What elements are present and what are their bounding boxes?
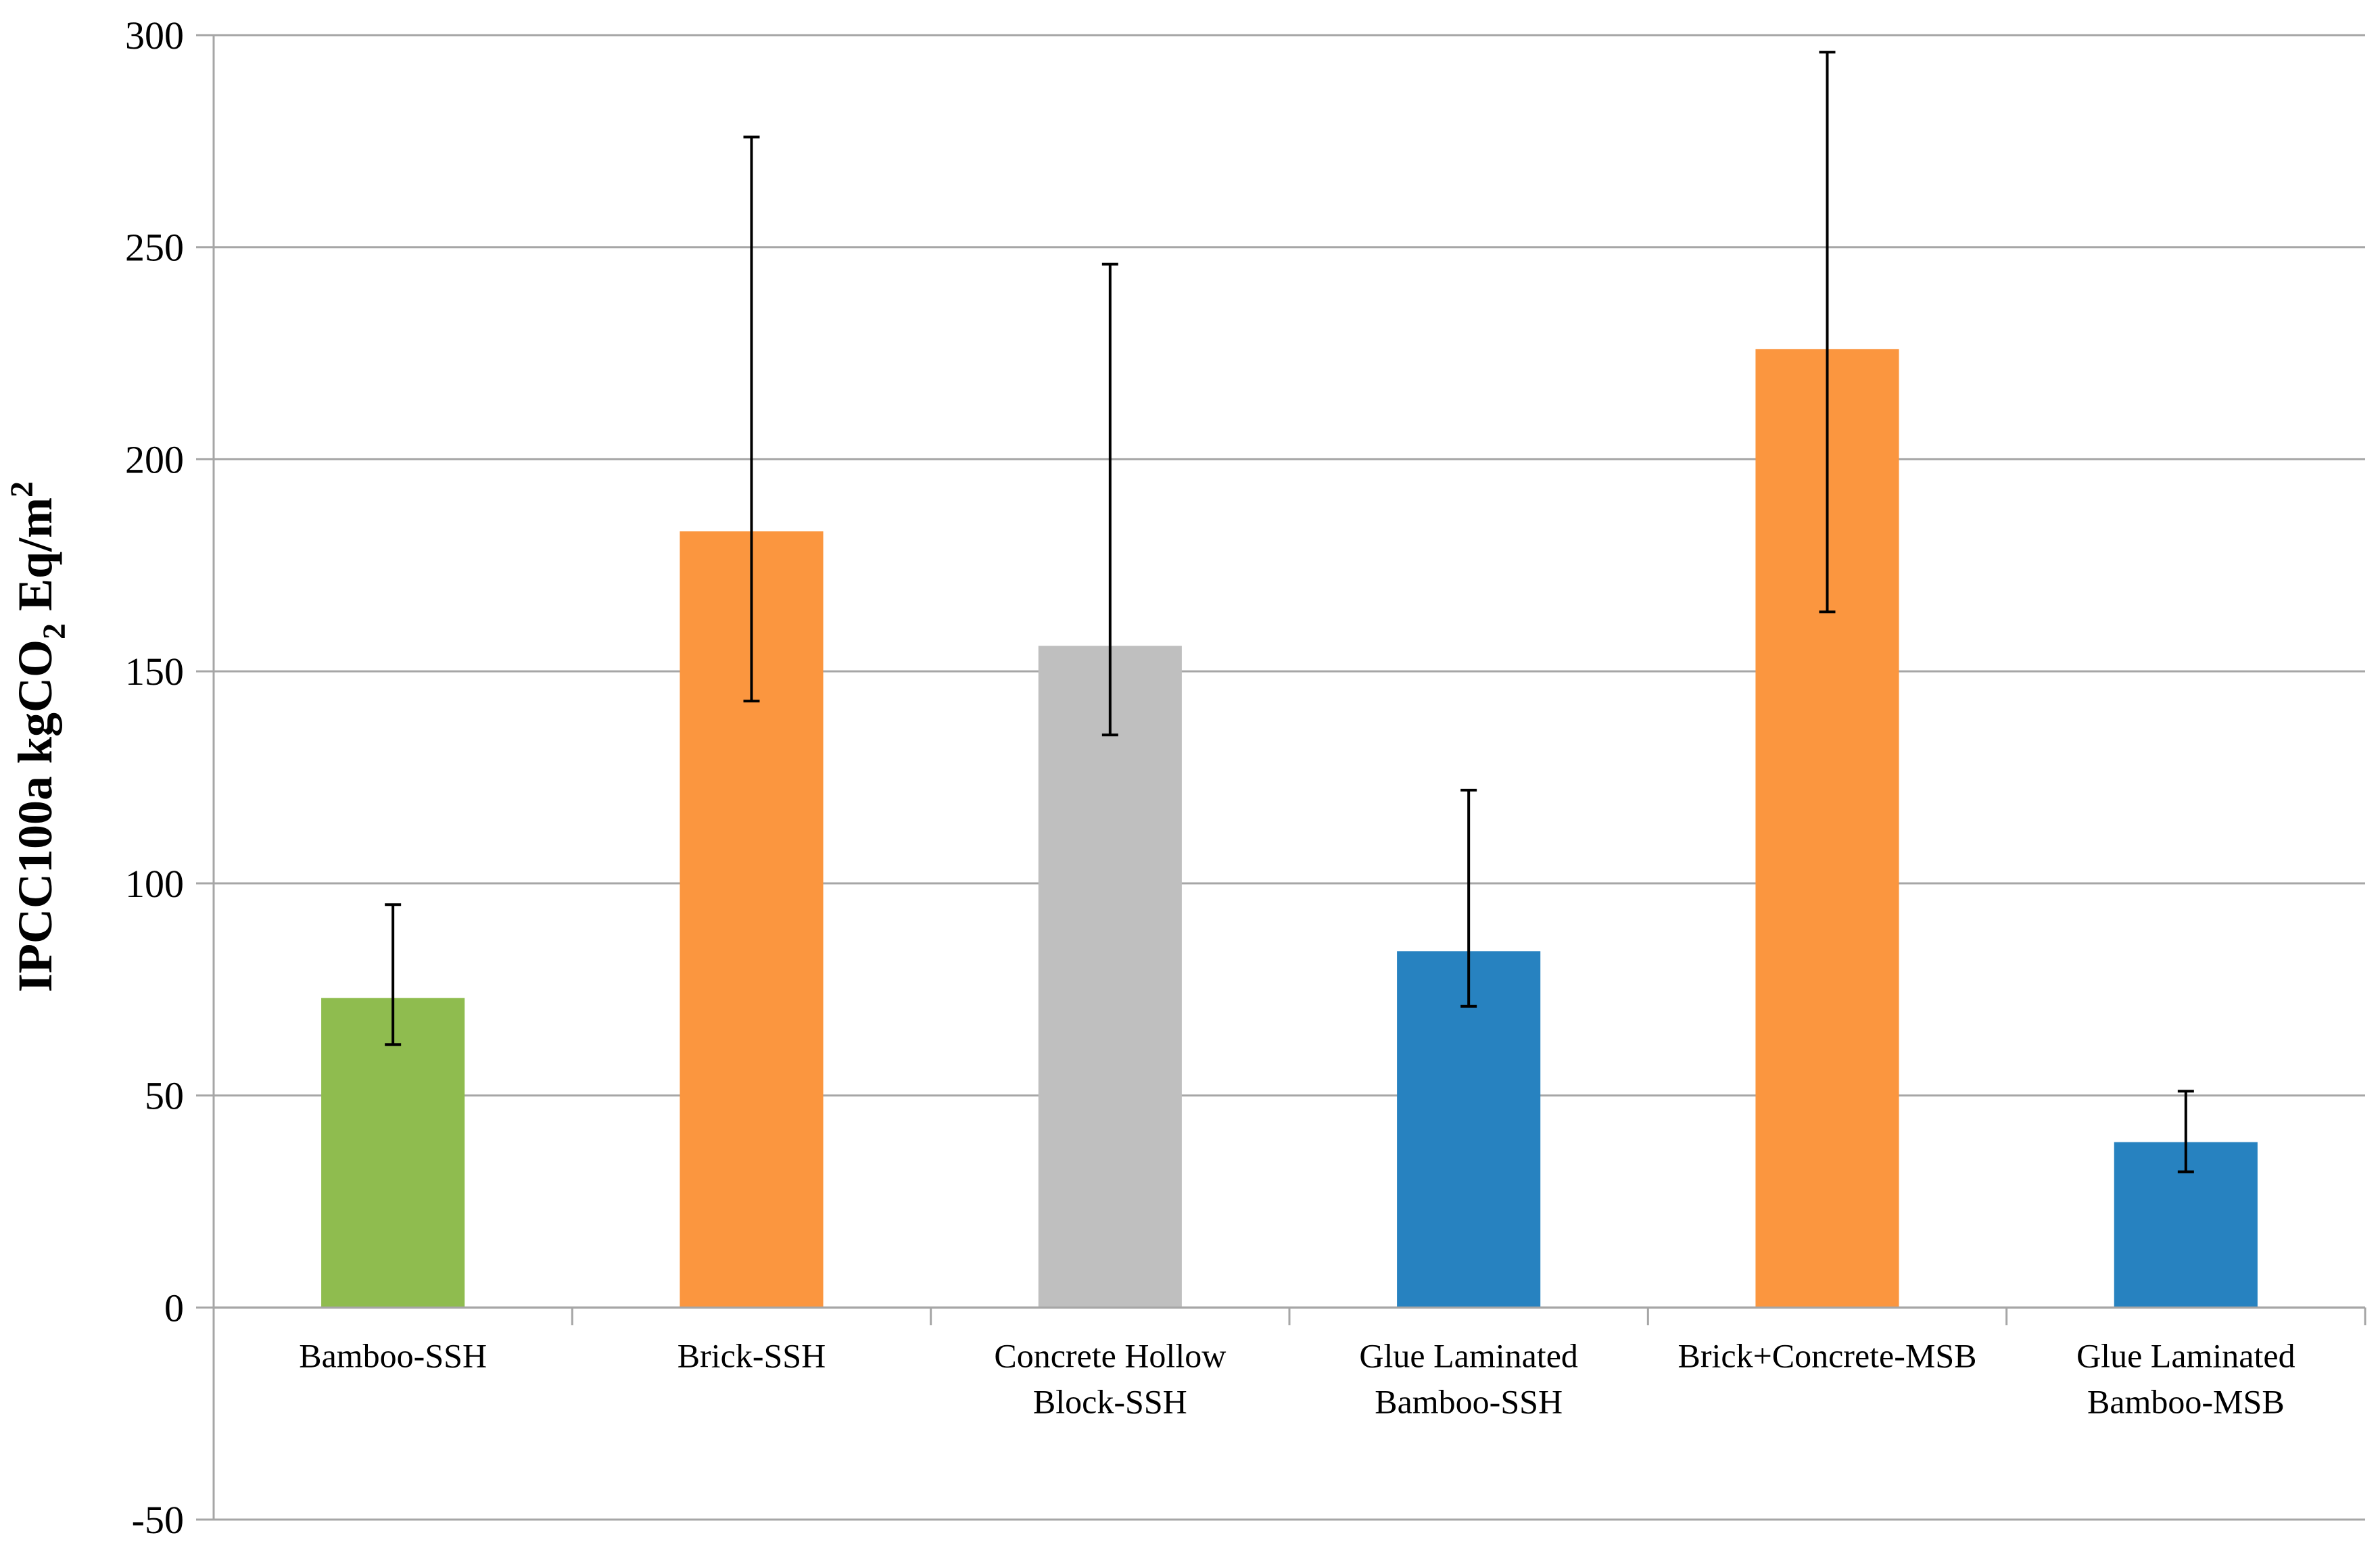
bar	[1038, 646, 1182, 1308]
error-bars	[385, 51, 2194, 1173]
x-category-label: Brick-SSH	[677, 1336, 826, 1374]
y-tick-label: 200	[125, 437, 184, 481]
x-category-label: Concrete Hollow Block-SSH	[994, 1336, 1226, 1420]
bar	[321, 998, 465, 1308]
x-category-label: Bamboo-SSH	[299, 1336, 487, 1374]
error-bar	[1101, 262, 1118, 737]
bars	[321, 349, 2258, 1308]
x-category-label: Glue Laminated Bamboo-SSH	[1359, 1336, 1578, 1420]
y-tick-label: 250	[125, 226, 184, 270]
x-category-label: Glue Laminated Bamboo-MSB	[2076, 1336, 2295, 1420]
y-tick-label: 50	[145, 1074, 184, 1118]
y-tick-label: -50	[132, 1498, 184, 1542]
y-tick-label: 150	[125, 650, 184, 694]
y-tick-label: 0	[164, 1286, 184, 1330]
error-bar	[1460, 788, 1477, 1008]
error-bar	[1819, 51, 1836, 614]
x-category-label: Brick+Concrete-MSB	[1677, 1336, 1976, 1374]
labels: -50 0 50 100 150 200 250 300 Bamboo-SSH Brick-SSH…	[125, 14, 2295, 1542]
error-bar	[743, 135, 760, 703]
y-tick-label: 300	[125, 14, 184, 57]
bar	[1397, 951, 1541, 1308]
y-axis-title: IPCC100a kgCO2 Eq/m2	[4, 481, 72, 992]
gridlines	[214, 34, 2365, 1521]
error-bar	[2177, 1090, 2194, 1173]
y-tick-label: 100	[125, 862, 184, 906]
axes	[196, 34, 2366, 1521]
error-bar	[385, 903, 402, 1046]
